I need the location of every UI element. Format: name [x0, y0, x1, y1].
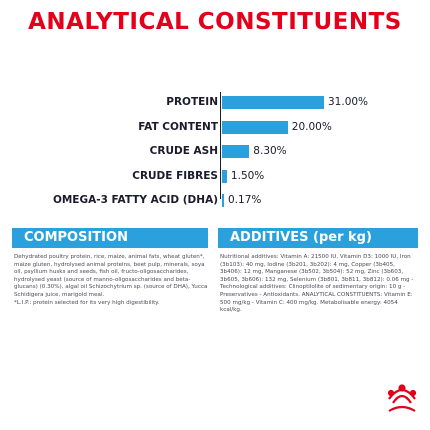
composition-ingredients: Dehydrated poultry protein, rice, maize,… [14, 254, 208, 298]
row-label-omega-3-fatty-acid-dha: OMEGA-3 FATTY ACID (DHA) [52, 194, 218, 206]
bar-omega-3-fatty-acid-dha [222, 194, 224, 207]
composition-heading: COMPOSITION [12, 228, 208, 248]
royal-canin-logo-icon [387, 384, 417, 412]
additives-text: Nutritional additives: Vitamin A: 21500 … [220, 254, 416, 315]
chart-axis-line [220, 92, 221, 199]
additives-analytical: ANALYTICAL CONSTITUENTS: Vitamin E: 500 … [220, 291, 413, 314]
value-label-protein: 31.00% [328, 96, 369, 108]
bar-protein [222, 96, 324, 109]
analytical-constituents-chart: PROTEIN 31.00% FAT CONTENT 20.00% CRUDE ASH 8… [0, 0, 430, 207]
bar-fat-content [222, 120, 288, 134]
value-label-fat-content: 20.00% [291, 120, 332, 133]
composition-text: Dehydrated poultry protein, rice, maize,… [14, 254, 208, 307]
page-title: ANALYTICAL CONSTITUENTS [28, 9, 402, 35]
row-label-crude-ash: CRUDE ASH [149, 145, 218, 157]
additives-heading: ADDITIVES (per kg) [218, 228, 418, 248]
additives-list: Nutritional additives: Vitamin A: 21500 … [220, 254, 414, 298]
bar-crude-ash [222, 145, 250, 158]
row-label-fat-content: FAT CONTENT [138, 120, 218, 133]
composition-footnote: *L.I.P.: protein selected for its very h… [14, 299, 160, 306]
row-label-protein: PROTEIN [166, 96, 218, 108]
row-label-crude-fibres: CRUDE FIBRES [132, 169, 218, 182]
value-label-crude-ash: 8.30% [253, 145, 287, 157]
value-label-omega-3-fatty-acid-dha: 0.17% [228, 194, 262, 206]
value-label-crude-fibres: 1.50% [230, 169, 265, 182]
bar-crude-fibres [222, 169, 227, 183]
